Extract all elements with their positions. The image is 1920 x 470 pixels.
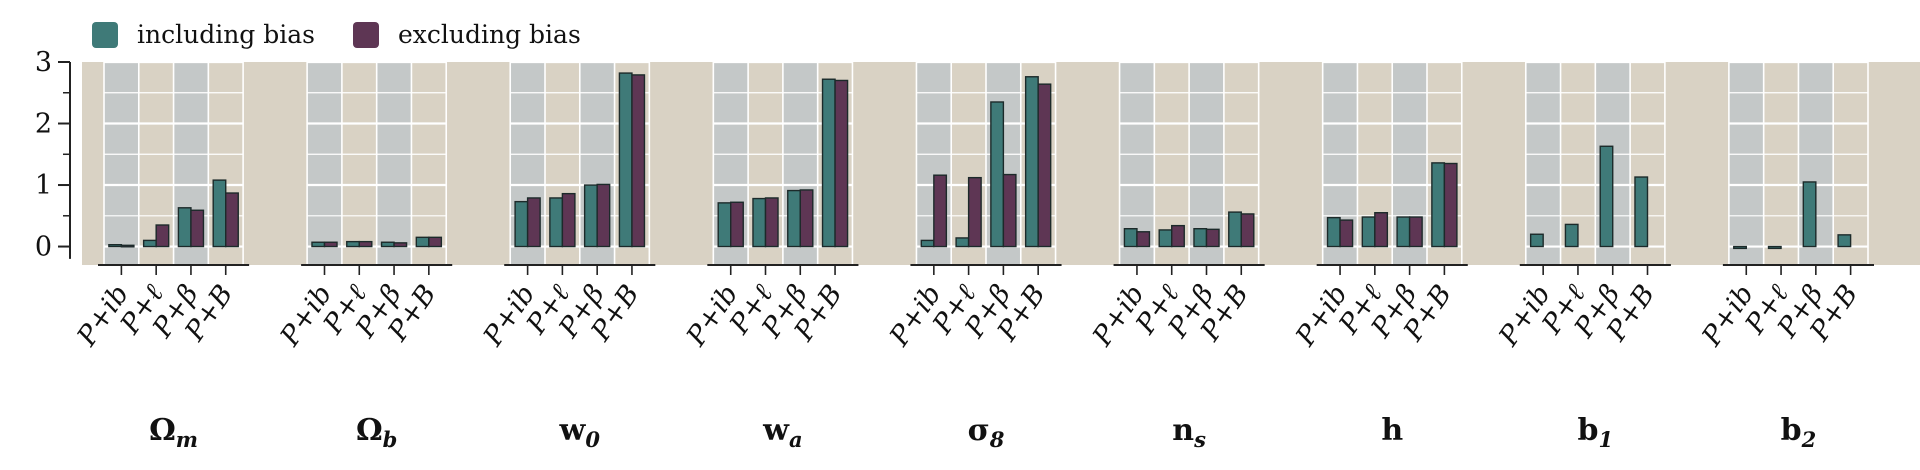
bar-excluding-bias-1 — [1171, 224, 1185, 248]
bar-including-bias-0 — [920, 239, 935, 248]
category-band — [341, 62, 377, 265]
panel-b-2: P+ibP+ℓP+βP+Bb2 — [1696, 60, 1874, 452]
panel-label: Ωb — [356, 413, 397, 452]
bar-including-bias-2 — [990, 101, 1005, 248]
bar-excluding-bias-3 — [1443, 162, 1458, 248]
bar-including-bias-1 — [1564, 223, 1579, 248]
bar-excluding-bias-2 — [190, 209, 205, 248]
bar-excluding-bias-1 — [967, 176, 982, 248]
panel-label: b2 — [1781, 413, 1817, 452]
bar-excluding-bias-1 — [764, 197, 779, 248]
category-band — [1525, 62, 1561, 265]
bar-excluding-bias-2 — [1408, 216, 1423, 248]
y-tick-label: 0 — [35, 232, 52, 263]
bar-including-bias-2 — [787, 189, 801, 248]
bar-including-bias-3 — [1837, 234, 1852, 248]
panel-label: w0 — [559, 413, 601, 452]
bar-including-bias-0 — [717, 202, 732, 248]
panel-label: b1 — [1578, 413, 1614, 452]
bar-excluding-bias-0 — [323, 241, 338, 248]
bar-excluding-bias-0 — [526, 197, 541, 248]
bar-including-bias-1 — [142, 239, 157, 248]
bar-excluding-bias-1 — [358, 240, 373, 248]
bar-excluding-bias-1 — [155, 224, 170, 248]
category-band — [307, 62, 342, 265]
panel-label: ns — [1172, 413, 1206, 452]
panel-label: wa — [762, 413, 802, 452]
bar-including-bias-2 — [583, 184, 598, 248]
bar-excluding-bias-3 — [1037, 83, 1052, 248]
bar-excluding-bias-1 — [1374, 212, 1389, 248]
bar-excluding-bias-1 — [561, 192, 576, 248]
bar-including-bias-3 — [1228, 211, 1242, 248]
category-band — [1763, 62, 1799, 265]
bar-excluding-bias-0 — [1339, 219, 1354, 248]
bar-including-bias-3 — [415, 236, 430, 248]
legend: including bias excluding bias — [92, 20, 581, 49]
bar-excluding-bias-0 — [1136, 231, 1151, 248]
panels-layer: P+ibP+ℓP+βP+BΩmP+ibP+ℓP+βP+BΩbP+ibP+ℓP+β… — [71, 60, 1920, 452]
y-tick-label: 2 — [35, 109, 52, 140]
bar-including-bias-0 — [108, 243, 123, 248]
bar-including-bias-2 — [1599, 145, 1614, 248]
y-axis: 0 1 2 3 — [35, 47, 71, 263]
panel-label: Ωm — [149, 413, 198, 452]
bar-including-bias-0 — [1326, 216, 1341, 248]
bar-including-bias-0 — [311, 241, 326, 248]
panel--8: P+ibP+ℓP+βP+Bσ8 — [883, 60, 1062, 452]
panel--m: P+ibP+ℓP+βP+BΩm — [71, 60, 250, 452]
bar-including-bias-0 — [1733, 245, 1747, 250]
bar-including-bias-3 — [212, 179, 227, 248]
bar-including-bias-2 — [1802, 181, 1817, 248]
category-band — [1728, 62, 1764, 265]
bar-including-bias-2 — [1396, 216, 1411, 248]
bar-excluding-bias-3 — [834, 79, 849, 248]
panel-n-s: P+ibP+ℓP+βP+Bns — [1086, 60, 1265, 452]
bar-including-bias-0 — [1123, 228, 1138, 248]
bar-excluding-bias-0 — [120, 244, 135, 248]
bar-including-bias-1 — [1158, 229, 1173, 248]
bar-including-bias-1 — [346, 240, 360, 248]
y-tick-label: 1 — [35, 170, 52, 201]
bar-excluding-bias-2 — [1002, 173, 1017, 248]
bar-excluding-bias-3 — [1240, 213, 1255, 248]
bar-excluding-bias-3 — [631, 74, 646, 248]
category-band — [411, 62, 447, 265]
legend-swatch-excluding-bias — [353, 22, 379, 48]
bar-including-bias-1 — [955, 237, 970, 248]
bar-excluding-bias-2 — [393, 242, 408, 248]
bar-excluding-bias-2 — [596, 183, 611, 248]
bar-including-bias-2 — [177, 207, 192, 248]
bar-excluding-bias-0 — [730, 201, 744, 248]
bar-excluding-bias-2 — [799, 189, 814, 248]
bar-including-bias-0 — [1529, 233, 1544, 248]
legend-label-including-bias: including bias — [137, 20, 315, 49]
bar-including-bias-3 — [821, 78, 836, 248]
category-band — [376, 62, 412, 265]
bar-including-bias-1 — [1767, 245, 1782, 250]
bar-including-bias-3 — [1431, 162, 1446, 248]
bar-including-bias-1 — [1361, 216, 1376, 248]
bar-including-bias-3 — [1024, 76, 1039, 248]
bar-excluding-bias-0 — [933, 174, 948, 248]
bar-including-bias-3 — [1634, 176, 1649, 248]
category-band — [104, 62, 139, 265]
legend-swatch-including-bias — [92, 22, 118, 48]
y-tick-label: 3 — [35, 47, 52, 78]
bar-excluding-bias-3 — [225, 192, 239, 248]
bar-excluding-bias-3 — [428, 236, 443, 248]
bar-including-bias-3 — [618, 72, 633, 248]
bar-including-bias-2 — [380, 241, 395, 248]
bar-including-bias-1 — [549, 197, 564, 248]
bar-including-bias-2 — [1193, 228, 1208, 248]
category-band — [1833, 62, 1868, 265]
panel-label: σ8 — [968, 413, 1005, 452]
bar-including-bias-1 — [752, 197, 767, 248]
bar-including-bias-0 — [514, 200, 529, 248]
legend-label-excluding-bias: excluding bias — [398, 20, 581, 49]
bar-excluding-bias-2 — [1205, 228, 1220, 248]
panel-label: h — [1381, 413, 1403, 448]
